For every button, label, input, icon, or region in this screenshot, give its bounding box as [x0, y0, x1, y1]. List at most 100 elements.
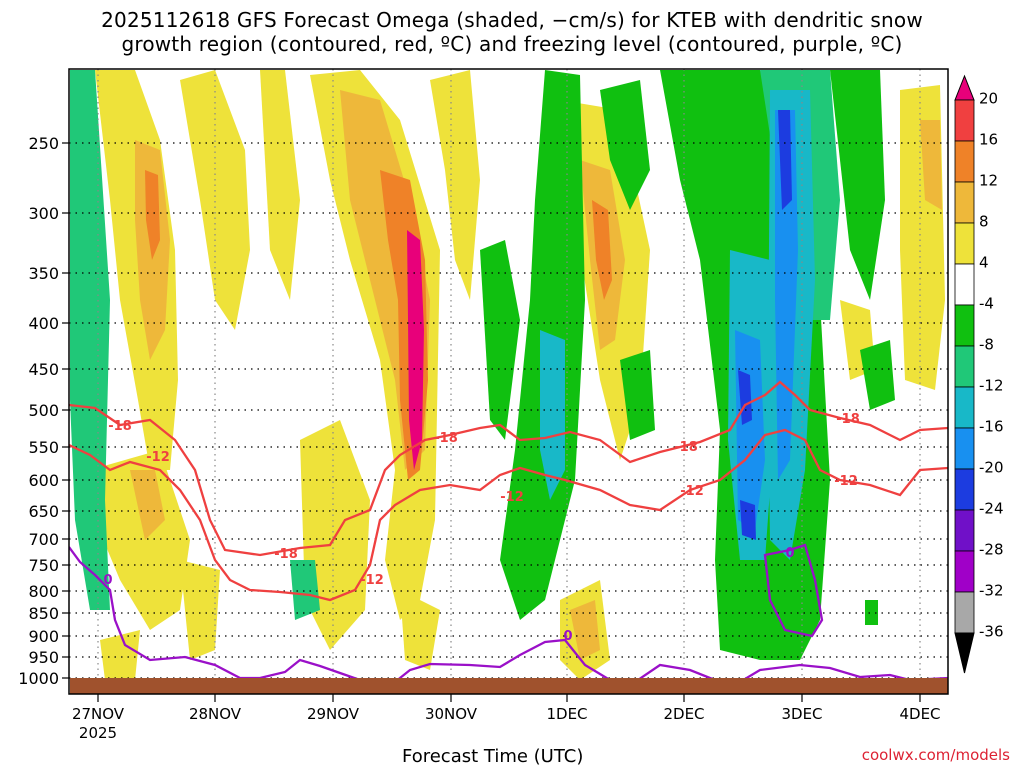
omega-region-13: [592, 200, 612, 300]
colorbar-segment-5: [954, 304, 975, 347]
omega-region-19: [130, 470, 165, 540]
contour-label-3: -12: [500, 490, 524, 505]
y-tick-label-950: 950: [28, 648, 59, 667]
x-tick-label-7: 4DEC: [899, 705, 940, 723]
colorbar-label-4: 4: [979, 254, 989, 272]
omega-region-24: [100, 630, 140, 680]
omega-region-21: [570, 600, 600, 660]
contour-lines: [69, 380, 948, 684]
omega-region-22: [180, 560, 220, 660]
contour-label-1: -12: [146, 450, 170, 465]
colorbar-label-12: -32: [979, 582, 1004, 600]
x-axis: 27NOV 28NOV 29NOV 30NOV 1DEC 2DEC 3DEC 4DEC 2025: [72, 694, 941, 742]
x-axis-title: Forecast Time (UTC): [402, 746, 584, 767]
contour-red-upper: [69, 380, 948, 557]
omega-region-4: [260, 70, 300, 300]
colorbar-label-5: -4: [979, 295, 994, 313]
colorbar-segment-8: [954, 427, 975, 470]
x-tick-label-1: 28NOV: [189, 705, 242, 723]
colorbar-top-triangle: [954, 74, 975, 101]
colorbar-segment-1: [954, 140, 975, 183]
colorbar-label-2: 12: [979, 172, 998, 190]
omega-region-42: [620, 350, 655, 440]
colorbar-label-13: -36: [979, 623, 1004, 641]
omega-region-41: [865, 600, 878, 625]
x-tick-label-6: 3DEC: [781, 705, 822, 723]
contour-label-6: -18: [674, 440, 698, 455]
colorbar-label-10: -24: [979, 500, 1004, 518]
x-tick-label-3: 30NOV: [425, 705, 478, 723]
y-tick-label-600: 600: [28, 471, 59, 490]
colorbar-segment-6: [954, 345, 975, 388]
colorbar-segment-4: [954, 263, 975, 306]
colorbar-segment-10: [954, 509, 975, 552]
omega-region-23: [400, 590, 440, 670]
x-tick-label-4: 1DEC: [546, 705, 587, 723]
colorbar-segment-2: [954, 181, 975, 224]
y-tick-label-250: 250: [28, 134, 59, 153]
colorbar-segment-0: [954, 99, 975, 142]
omega-region-43: [290, 560, 320, 620]
contour-label-0: -18: [108, 419, 132, 434]
omega-region-2: [145, 170, 160, 260]
colorbar-segment-12: [954, 591, 975, 634]
omega-region-37: [775, 110, 798, 480]
colorbar-label-7: -12: [979, 377, 1004, 395]
y-tick-label-400: 400: [28, 314, 59, 333]
colorbar: 20 16 12 8 4 -4 -8 -12 -16 -20 -24 -28 -32 -36: [954, 74, 1004, 674]
y-tick-label-700: 700: [28, 530, 59, 549]
x-year-label: 2025: [79, 724, 117, 742]
colorbar-label-8: -16: [979, 418, 1004, 436]
chart-title-line2: growth region (contoured, red, ºC) and f…: [121, 32, 903, 56]
colorbar-label-0: 20: [979, 90, 998, 108]
y-tick-label-850: 850: [28, 604, 59, 623]
colorbar-segment-7: [954, 386, 975, 429]
chart-title-line1: 2025112618 GFS Forecast Omega (shaded, −…: [101, 8, 923, 32]
contour-label-8: -18: [836, 412, 860, 427]
y-tick-label-350: 350: [28, 264, 59, 283]
contour-label-9: -12: [834, 474, 858, 489]
contour-label-11: 0: [785, 546, 794, 561]
omega-region-35: [740, 500, 756, 540]
colorbar-segment-11: [954, 550, 975, 593]
omega-region-3: [180, 70, 250, 330]
contour-purple-closed: [763, 543, 824, 638]
contour-label-10: 0: [103, 573, 112, 588]
y-tick-label-900: 900: [28, 627, 59, 646]
colorbar-bottom-triangle: [954, 632, 975, 674]
y-tick-label-550: 550: [28, 438, 59, 457]
omega-region-39: [830, 70, 885, 300]
y-tick-label-1000: 1000: [18, 669, 59, 688]
plot-frame: [68, 68, 949, 695]
y-tick-label-300: 300: [28, 204, 59, 223]
x-tick-label-5: 2DEC: [663, 705, 704, 723]
omega-region-25: [70, 70, 110, 610]
colorbar-label-6: -8: [979, 336, 994, 354]
credit-text: coolwx.com/models: [861, 746, 1010, 764]
colorbar-label-3: 8: [979, 213, 989, 231]
colorbar-segment-9: [954, 468, 975, 511]
omega-region-27: [540, 330, 565, 500]
contour-label-12: 0: [563, 629, 572, 644]
ground-strip: [70, 678, 948, 694]
omega-region-29: [600, 80, 650, 210]
contour-purple-freezing: [69, 546, 948, 684]
contour-labels: -18 -12 -18 -12 -18 -12 -18 -12 -18 -12 0 0 0: [103, 412, 859, 644]
contour-label-5: -12: [360, 573, 384, 588]
contour-red-lower: [69, 428, 948, 602]
contour-label-2: -18: [434, 431, 458, 446]
colorbar-label-9: -20: [979, 459, 1004, 477]
contour-label-4: -18: [274, 547, 298, 562]
y-tick-label-650: 650: [28, 502, 59, 521]
omega-region-40: [860, 340, 895, 410]
x-tick-label-0: 27NOV: [72, 705, 125, 723]
omega-region-18: [90, 450, 190, 630]
omega-region-16: [920, 120, 942, 210]
y-tick-label-450: 450: [28, 360, 59, 379]
contour-label-7: -12: [680, 484, 704, 499]
omega-region-28: [480, 240, 520, 440]
omega-shading: [70, 70, 945, 680]
omega-region-10: [430, 70, 480, 300]
colorbar-label-1: 16: [979, 131, 998, 149]
